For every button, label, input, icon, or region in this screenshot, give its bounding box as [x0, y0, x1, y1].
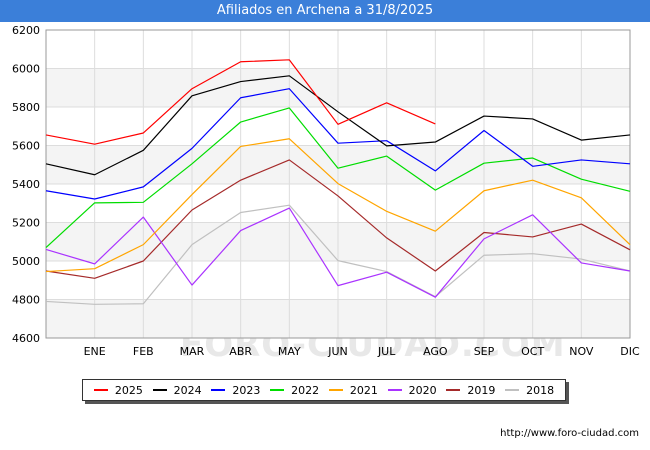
series-line-2022 [45, 107, 631, 248]
legend-swatch [387, 389, 402, 391]
legend-swatch [211, 389, 226, 391]
legend-swatch [93, 389, 108, 391]
y-tick-label: 5600 [12, 140, 40, 153]
legend-item-2021: 2021 [328, 383, 378, 397]
legend-item-2020: 2020 [387, 383, 437, 397]
legend-label: 2020 [408, 383, 437, 397]
legend-item-2018: 2018 [505, 384, 554, 397]
y-tick-label: 5000 [12, 255, 40, 268]
x-tick-label: MAR [180, 345, 205, 358]
legend-label: 2023 [232, 383, 261, 397]
legend-label: 2021 [349, 383, 378, 397]
x-tick-label: SEP [474, 345, 495, 358]
legend-item-2024: 2024 [152, 383, 202, 397]
series-line-2020 [45, 207, 631, 298]
legend-item-2023: 2023 [211, 384, 260, 397]
legend-item-2022: 2022 [270, 384, 319, 397]
y-tick-label: 4800 [12, 294, 40, 307]
x-tick-label: ENE [84, 345, 106, 358]
line-chart: 4600 4800 5000 5200 5400 5600 5800 6000 6200 ENE F… [12, 24, 640, 358]
x-tick-label: JUN [327, 345, 348, 358]
x-tick-label: NOV [569, 345, 594, 358]
plot-frame [45, 29, 631, 339]
legend-swatch [446, 389, 461, 391]
series-line-2018 [45, 204, 631, 305]
legend-swatch [505, 389, 520, 391]
x-tick-label: ABR [229, 345, 252, 358]
y-tick-label: 6200 [12, 24, 40, 37]
legend-item-2025: 2025 [93, 383, 143, 397]
x-tick-label: OCT [521, 345, 544, 358]
y-tick-label: 4600 [12, 332, 40, 345]
series-line-2023 [45, 88, 631, 200]
title-bar: Afiliados en Archena a 31/8/2025 [0, 0, 650, 22]
x-tick-label: DIC [620, 345, 640, 358]
legend-label: 2019 [467, 383, 496, 397]
legend-item-2019: 2019 [446, 384, 495, 397]
chart-title: Afiliados en Archena a 31/8/2025 [216, 3, 434, 18]
series-line-2024 [45, 75, 631, 176]
series-line-2021 [45, 138, 631, 273]
chart-legend: 2025 2024 2023 2022 2021 2020 2019 2018 [82, 379, 566, 401]
series-line-2025 [45, 59, 436, 145]
y-tick-label: 5800 [12, 101, 40, 114]
y-tick-label: 5400 [12, 178, 40, 191]
source-url: http://www.foro-ciudad.com [500, 428, 639, 439]
y-tick-label: 5200 [12, 217, 40, 230]
legend-label: 2025 [114, 383, 143, 397]
x-tick-label: FEB [133, 345, 154, 358]
legend-swatch [270, 389, 285, 391]
legend-label: 2018 [526, 383, 555, 397]
x-tick-label: AGO [423, 345, 448, 358]
series-line-2019 [45, 159, 631, 279]
y-tick-label: 6000 [12, 63, 40, 76]
legend-label: 2022 [291, 383, 320, 397]
legend-label: 2024 [173, 383, 202, 397]
legend-swatch [152, 389, 167, 391]
x-tick-label: JUL [377, 345, 396, 358]
x-tick-label: MAY [278, 345, 301, 358]
legend-swatch [328, 389, 343, 391]
